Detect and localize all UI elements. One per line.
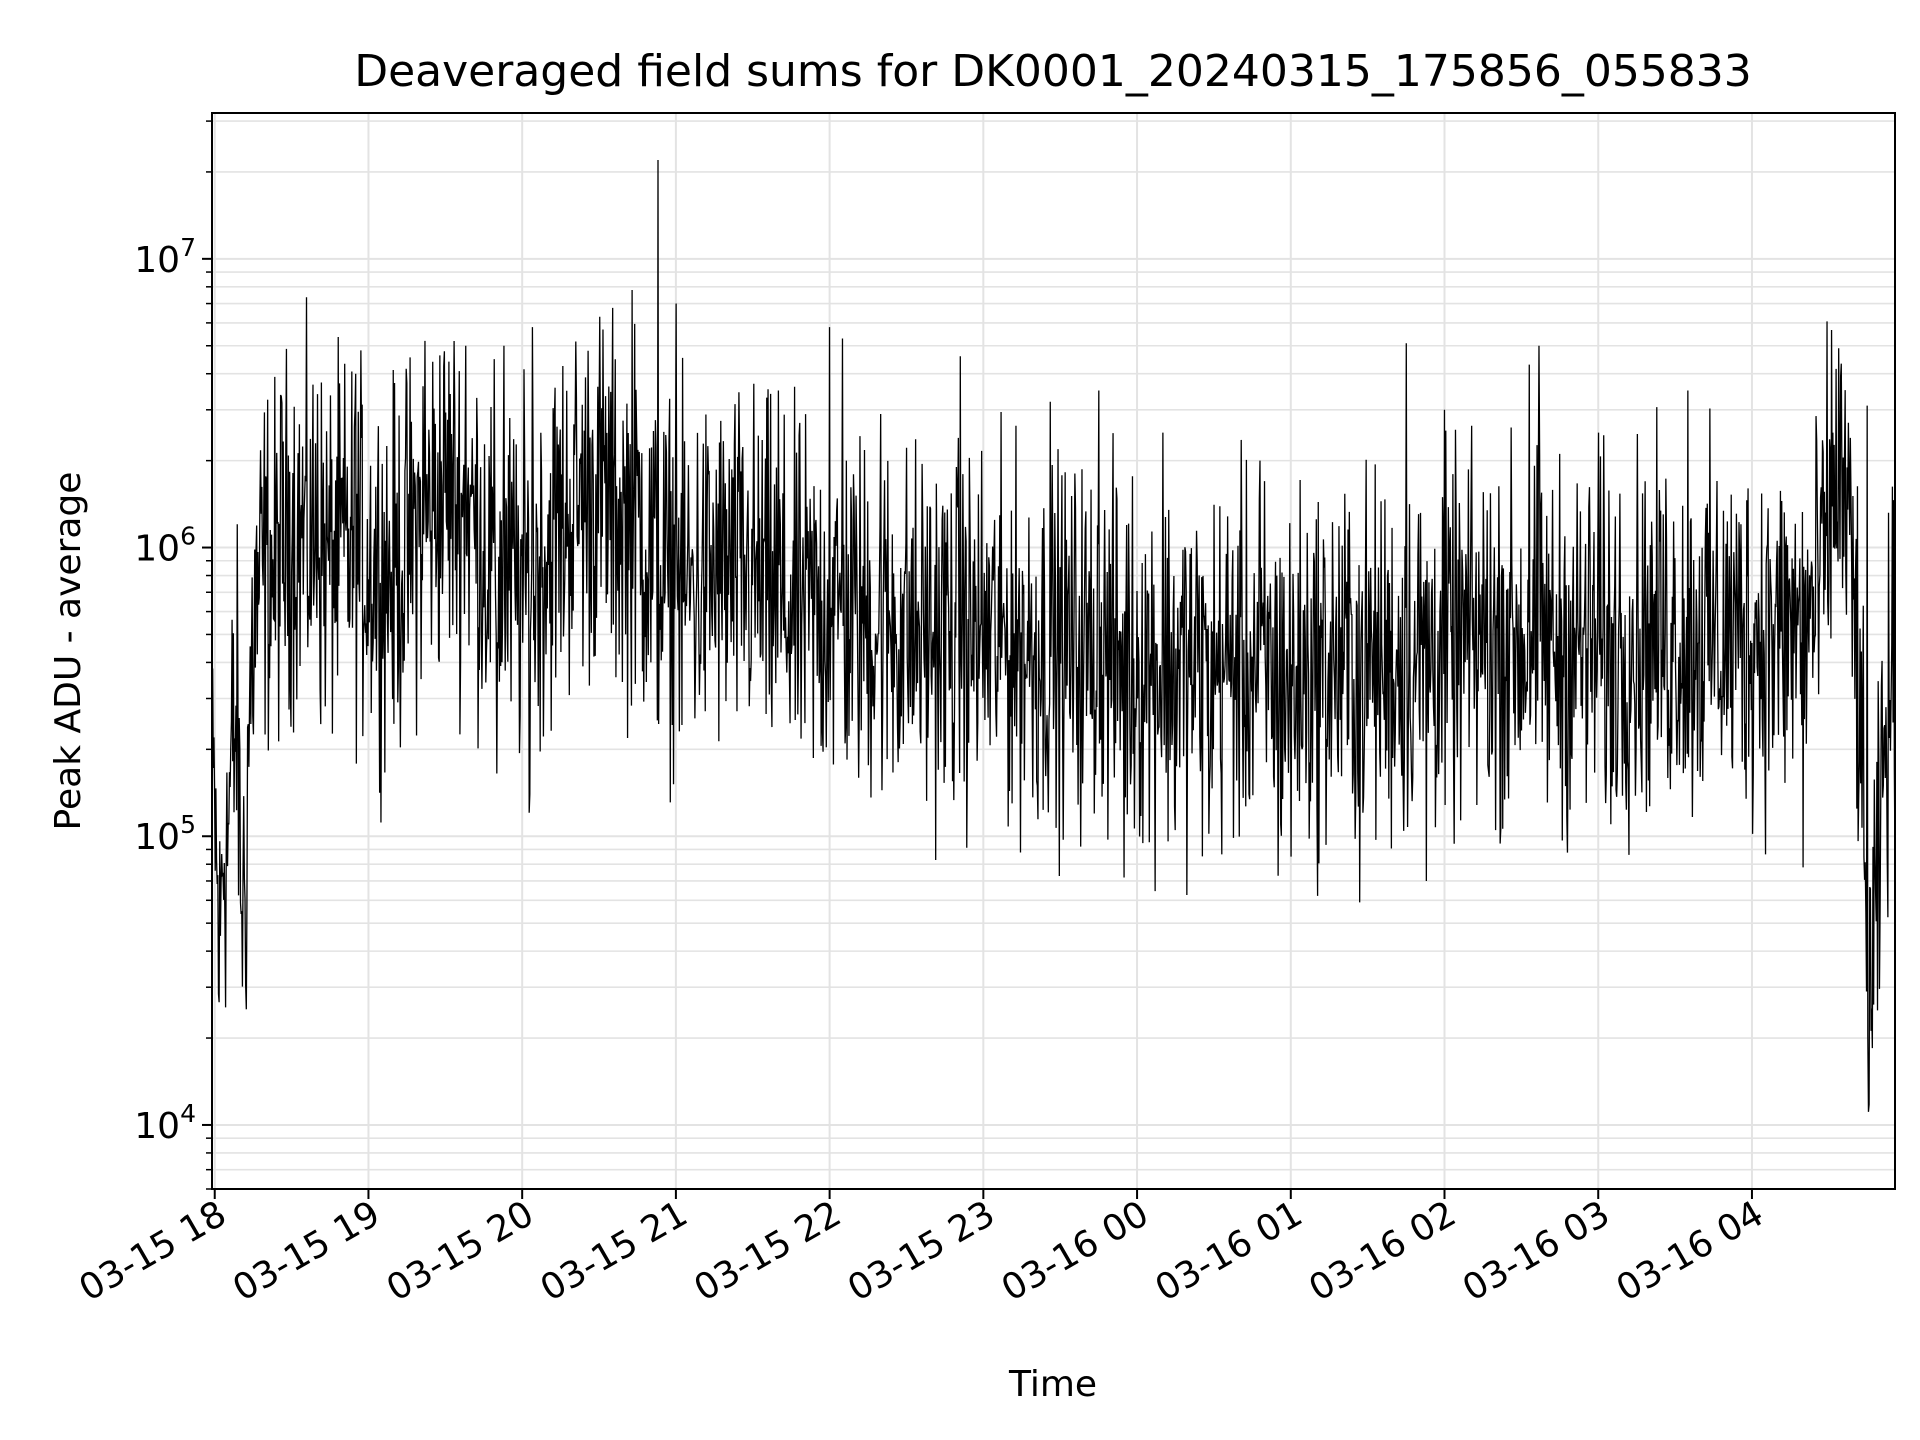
chart-title: Deaveraged field sums for DK0001_2024031… — [354, 46, 1752, 97]
series-line — [211, 159, 1896, 1112]
y-axis-ticks: 104 105 106 107 — [134, 120, 212, 1190]
series-path — [211, 159, 1896, 1112]
y-tick-label: 105 — [134, 810, 196, 858]
y-axis-label: Peak ADU - average — [48, 472, 89, 831]
y-tick-label: 106 — [134, 522, 196, 570]
plot-frame — [211, 112, 1896, 1190]
y-tick-label: 104 — [134, 1099, 196, 1147]
x-axis-label: Time — [1008, 1364, 1097, 1405]
y-tick-label: 107 — [134, 233, 196, 281]
